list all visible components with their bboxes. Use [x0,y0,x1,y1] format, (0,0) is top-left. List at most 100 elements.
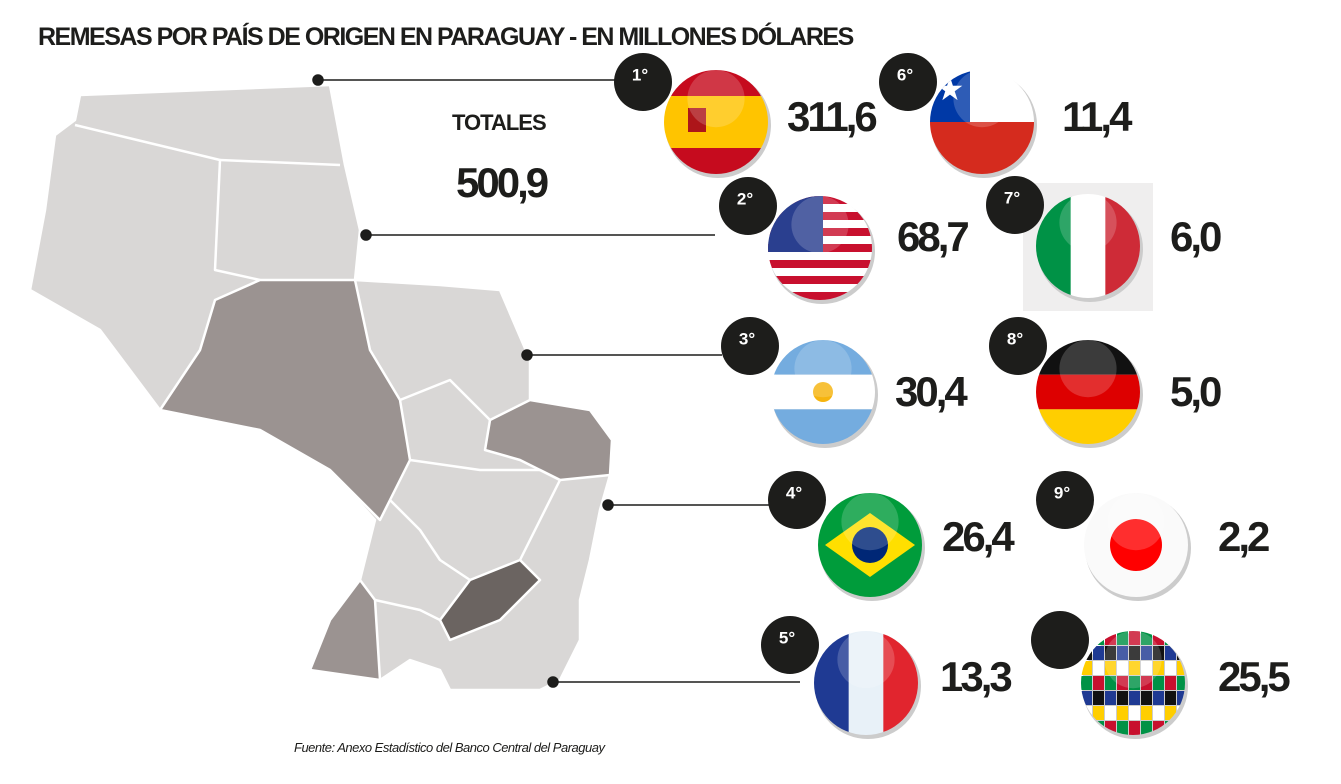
flag-patch [1165,676,1176,690]
remittance-value: 2,2 [1218,513,1269,560]
flag-patch [1117,661,1128,675]
rank-label: 3° [739,329,755,348]
rank-badge [721,317,779,375]
flag-disc [1110,519,1162,571]
rank-badge [986,176,1044,234]
remittance-value: 311,6 [787,93,876,140]
flag-gloss [1059,340,1117,398]
flag-patch [1141,706,1152,720]
flag-stripe [768,292,872,300]
flag [768,196,872,300]
flag-patch [1117,691,1128,705]
flag-patch [1165,661,1176,675]
flag-patch [1153,691,1164,705]
flag-patch [1153,646,1164,660]
flag-patch [1153,661,1164,675]
flag-patch [1093,646,1104,660]
rank-badge [989,317,1047,375]
flag-gloss [837,631,895,689]
totals-label: TOTALES [452,110,546,135]
flag-patch [1129,706,1140,720]
flag-patch [1105,646,1116,660]
remittance-value: 68,7 [897,213,968,260]
flag-patch [1165,706,1176,720]
flag-patch [1141,646,1152,660]
totals-value: 500,9 [456,159,548,206]
flag-patch [1177,676,1185,690]
flag-patch [1129,661,1140,675]
flag-patch [1165,646,1176,660]
rank-badge [1031,611,1089,669]
flag-patch [1153,676,1164,690]
flag-stripe [848,631,885,735]
flag-patch [1141,691,1152,705]
remittance-value: 6,0 [1170,213,1221,260]
rank-label: 8° [1007,329,1023,348]
ranking-item: 4° 26,4 [768,471,1018,601]
rank-label: 5° [779,628,795,647]
flag-patch [1129,721,1140,735]
flag-patch [1093,676,1104,690]
flag-stripe [768,268,872,276]
flag-patch [1093,706,1104,720]
flag [1084,493,1188,597]
rank-label: 6° [897,65,913,84]
flag-stripe [1070,194,1107,298]
flag-patch [1117,646,1128,660]
flag-emblem [688,108,706,132]
flag-stripe [664,96,768,148]
flag-patch [1153,631,1164,645]
flag-patch [1129,631,1140,645]
flag-patch [1081,691,1092,705]
flag-patch [1081,676,1092,690]
ranking-item: 7° 6,0 [986,176,1224,311]
flag-patch [1177,661,1185,675]
rank-badge [1036,471,1094,529]
flag-stripe [768,260,872,268]
rank-badge [719,177,777,235]
rank-label: 7° [1004,188,1020,207]
flag-gloss [1107,492,1165,551]
connectors [312,74,800,688]
ranking-item: 3° 30,4 [721,317,971,448]
remittance-value: 25,5 [1218,653,1290,700]
flag-patch [1117,676,1128,690]
rank-badge [768,471,826,529]
flag-stripe [1036,374,1140,410]
flag-patch [1093,691,1104,705]
flag-stripe [768,276,872,284]
flag-stripe [768,284,872,292]
flag-patch [1105,676,1116,690]
flag-patch [1141,676,1152,690]
flag-patch [1117,706,1128,720]
flag-patch [1105,691,1116,705]
flag-patch [1117,721,1128,735]
flag-gloss [791,196,849,254]
flag-gloss [1059,194,1117,252]
flag-patch [1129,646,1140,660]
flag-stripe [768,252,872,260]
remittance-value: 26,4 [942,513,1015,560]
flag [818,493,922,597]
rank-label: 2° [737,189,753,208]
flag-gloss [794,340,852,398]
flag-sun [813,382,833,402]
flag-gloss [1104,631,1162,689]
flag-patch [1105,721,1116,735]
remittance-value: 5,0 [1170,368,1221,415]
rank-label: 9° [1054,483,1070,502]
flag-gloss [841,492,899,551]
flag-patch [1117,631,1128,645]
flag-gloss [953,70,1011,128]
flag-patch [1177,691,1185,705]
flag-globe [852,527,888,563]
flag-patch [1141,631,1152,645]
flag-patch [1141,721,1152,735]
flag-patch [1129,676,1140,690]
remittance-value: 11,4 [1062,93,1133,140]
flag-patch [1105,706,1116,720]
rank-label: 1° [632,65,648,84]
rank-badge [761,616,819,674]
flag-patch [1153,721,1164,735]
